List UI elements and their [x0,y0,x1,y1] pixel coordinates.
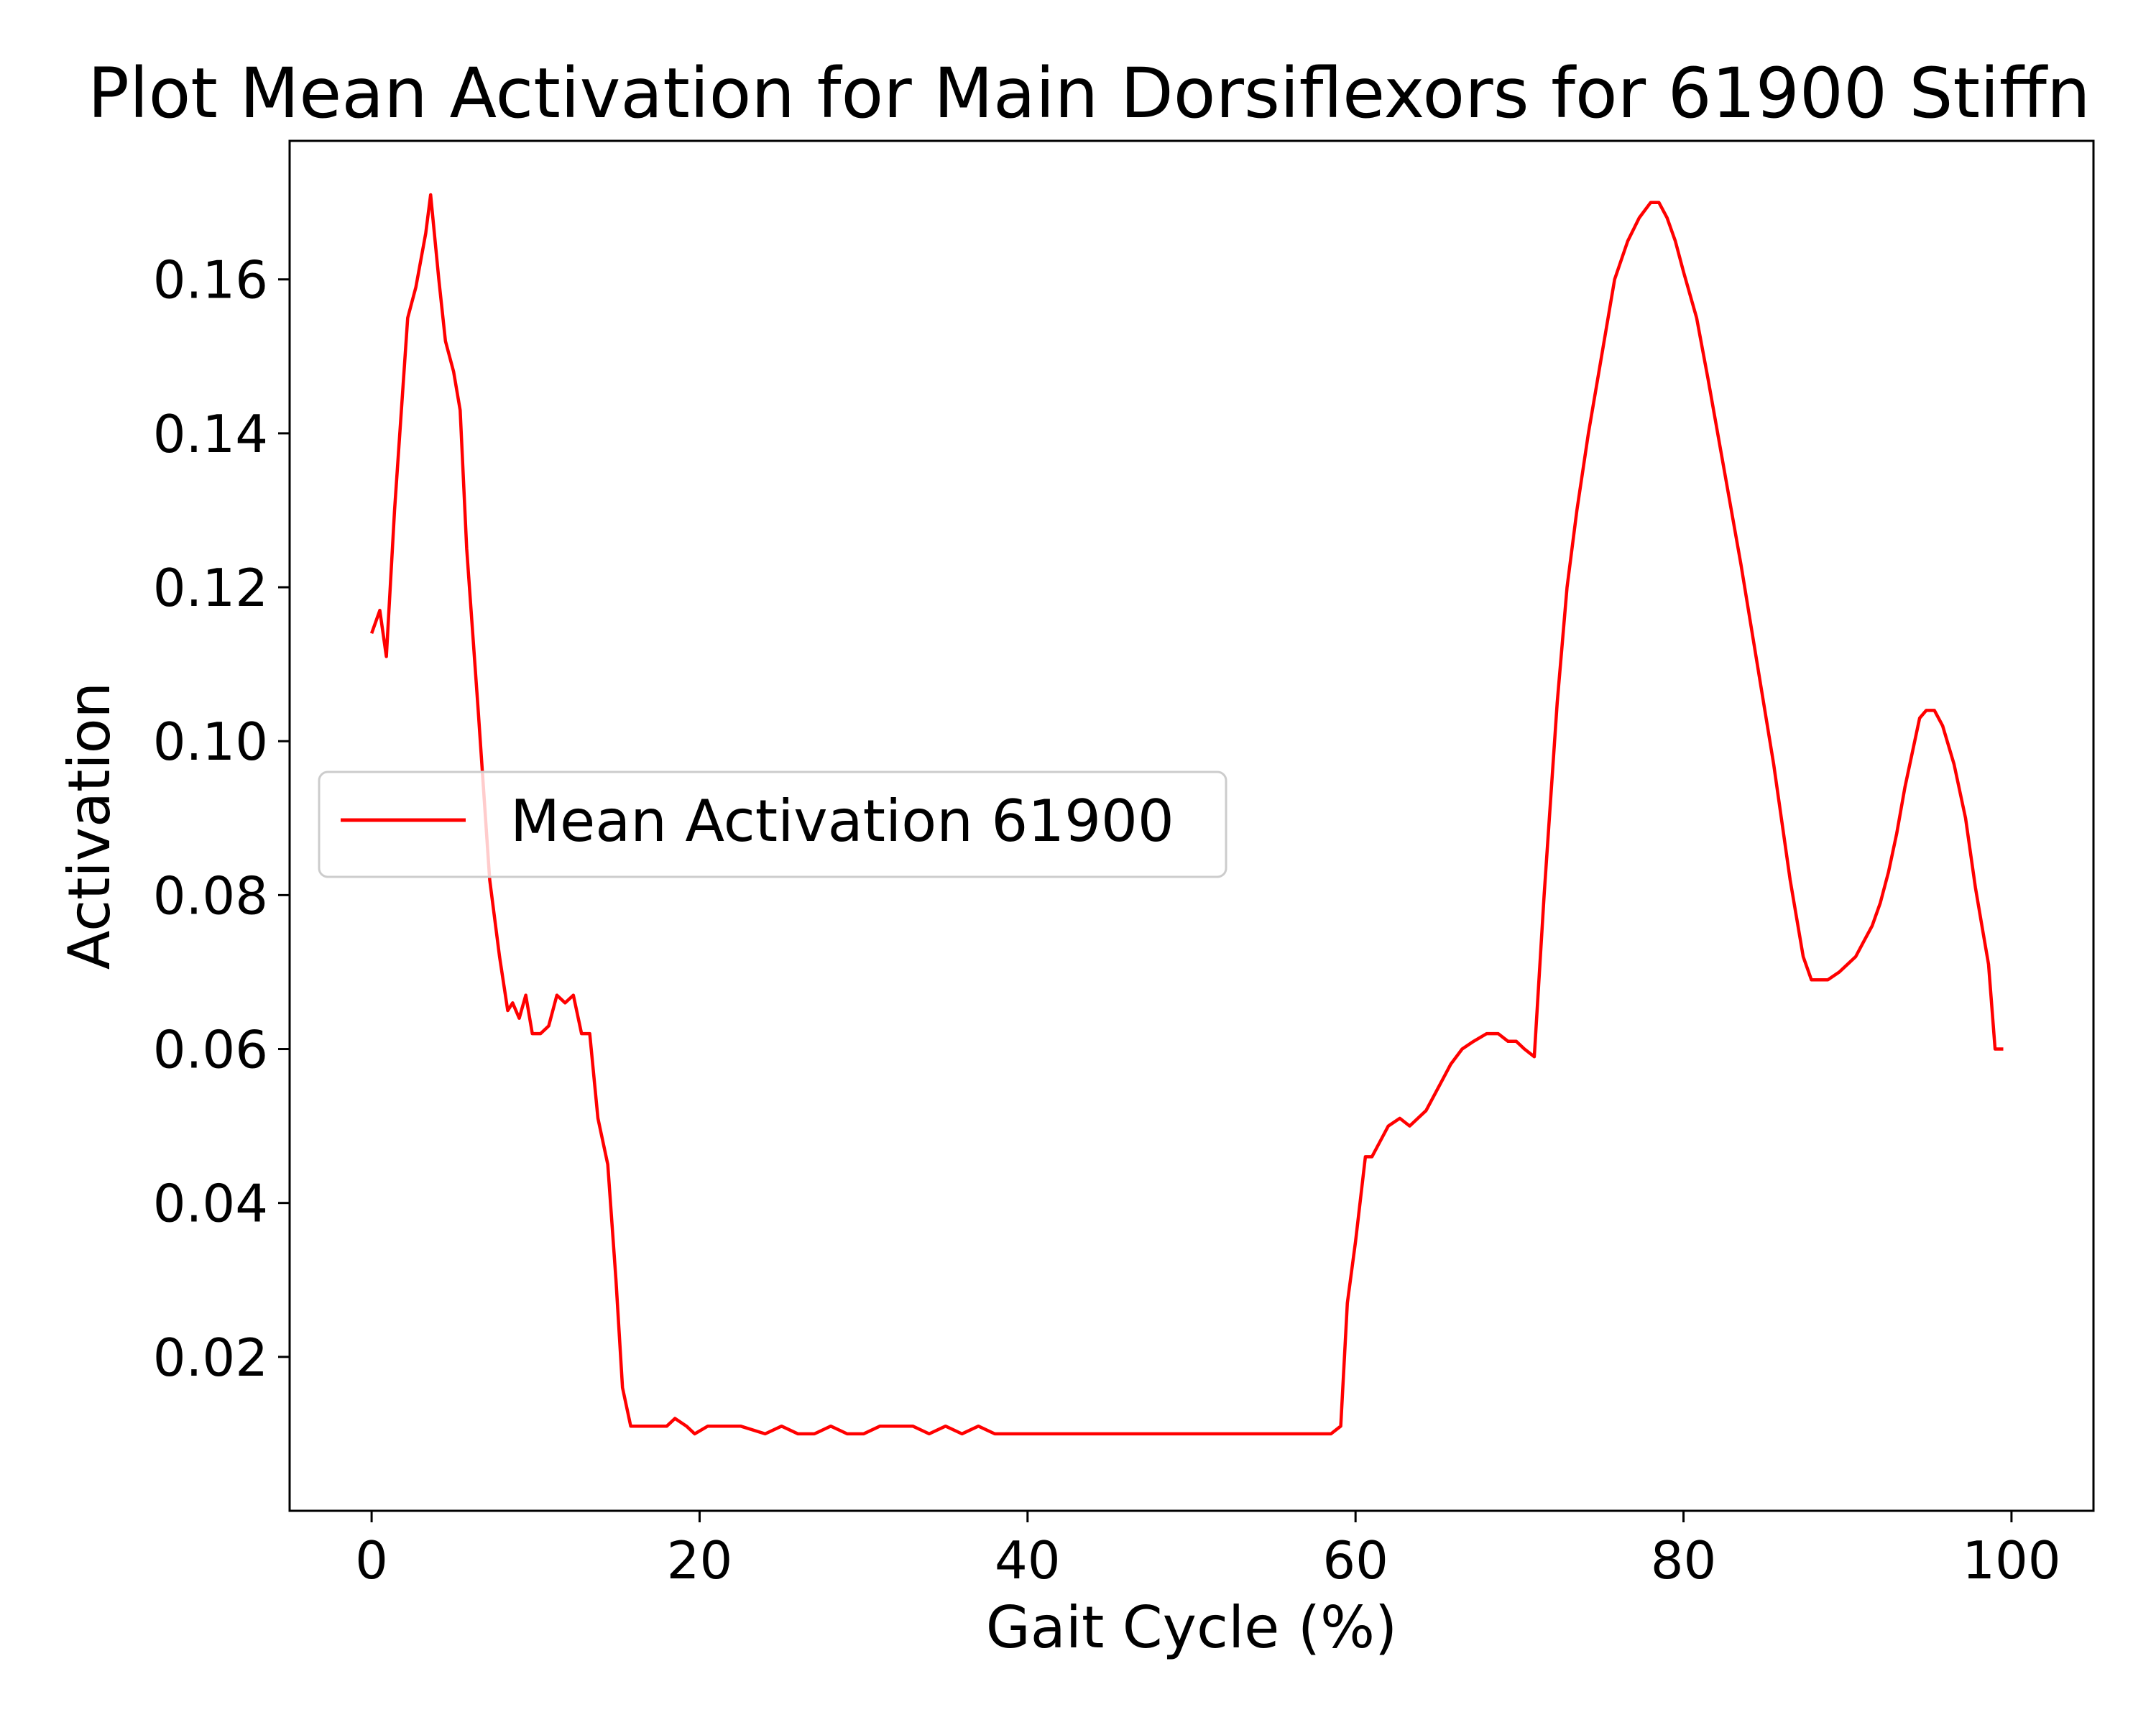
x-axis-label: Gait Cycle (%) [986,1594,1398,1661]
ticks-layer: 0 20 40 60 80 100 0.02 0.04 0.06 0.08 0.10 0.12 0.14… [153,250,2061,1591]
chart-title: Plot Mean Activation for Main Dorsiflexo… [88,53,2091,134]
y-tick-label: 0.10 [153,712,268,772]
series-line-0 [369,193,2004,1436]
legend: Mean Activation 61900 [318,770,1227,878]
x-tick-label: 20 [667,1530,733,1591]
data-layer [369,193,2004,1436]
x-tick-label: 60 [1322,1530,1388,1591]
y-tick-label: 0.08 [153,865,268,926]
y-tick-label: 0.14 [153,404,268,464]
legend-label: Mean Activation 61900 [510,788,1174,855]
x-tick-label: 80 [1651,1530,1717,1591]
legend-box [318,770,1227,878]
y-tick-label: 0.12 [153,558,268,618]
y-tick-label: 0.06 [153,1020,268,1080]
x-tick-label: 0 [355,1530,388,1591]
x-tick-label: 100 [1962,1530,2060,1591]
y-tick-label: 0.04 [153,1174,268,1234]
plot-frame [288,139,2095,1512]
y-axis-label: Activation [56,682,123,970]
y-tick-label: 0.16 [153,250,268,310]
y-tick-label: 0.02 [153,1328,268,1388]
x-tick-label: 40 [995,1530,1061,1591]
